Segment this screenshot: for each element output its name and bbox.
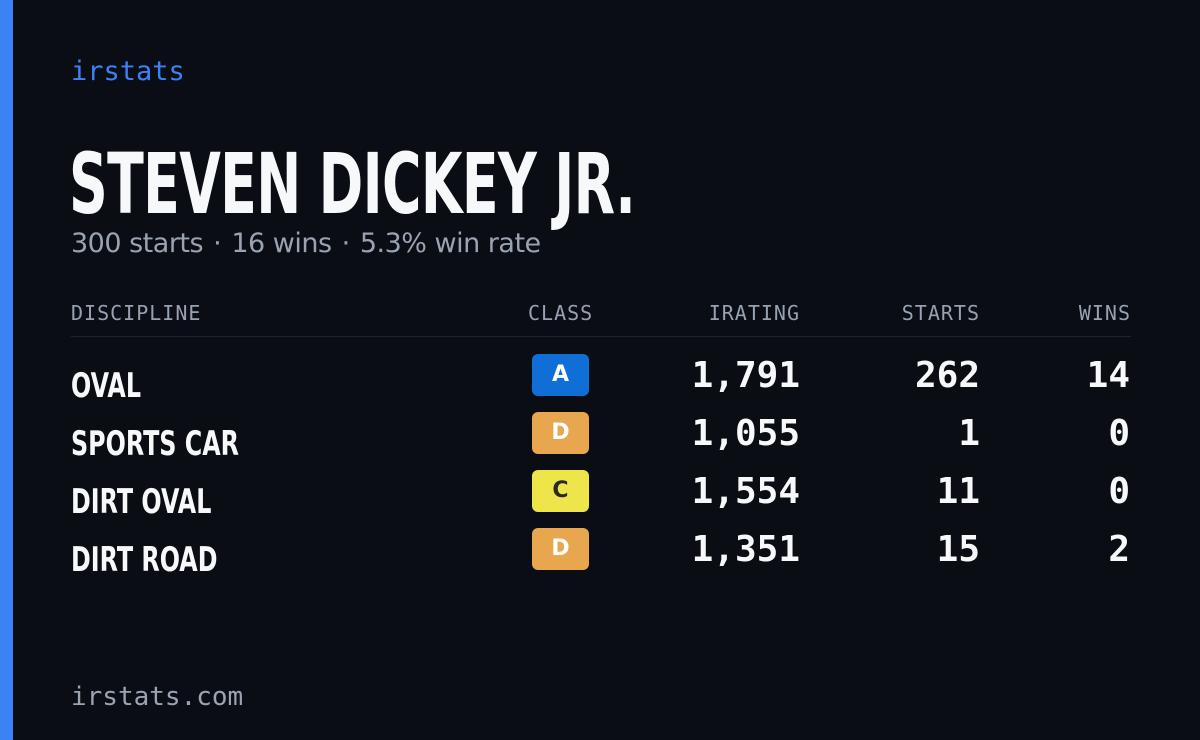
starts-value: 262 [914,355,980,396]
starts-value: 1 [958,413,980,454]
wins-value: 14 [1086,355,1130,396]
table-row: SPORTS CAR D 1,055 1 0 [71,412,1131,470]
irating-value: 1,055 [691,413,800,454]
license-class-badge: D [532,412,589,454]
brand-logo[interactable]: irstats [71,56,185,87]
discipline-name: DIRT ROAD [71,540,218,580]
license-class-badge: D [532,528,589,570]
footer-url[interactable]: irstats.com [71,682,244,712]
discipline-name: OVAL [71,366,141,406]
starts-value: 15 [936,529,980,570]
driver-summary: 300 starts · 16 wins · 5.3% win rate [71,228,541,259]
wins-value: 0 [1108,471,1130,512]
header-class: CLASS [528,301,594,325]
separator: · [213,228,222,259]
header-irating: IRATING [708,301,800,325]
wins-value: 0 [1108,413,1130,454]
driver-name: STEVEN DICKEY JR. [69,135,636,233]
header-wins: WINS [1078,301,1131,325]
license-class-badge: A [532,354,589,396]
table-row: DIRT ROAD D 1,351 15 2 [71,528,1131,586]
discipline-name: SPORTS CAR [71,424,239,464]
irating-value: 1,791 [691,355,800,396]
irating-value: 1,351 [691,529,800,570]
table-row: DIRT OVAL C 1,554 11 0 [71,470,1131,528]
irating-value: 1,554 [691,471,800,512]
header-divider [71,336,1131,337]
accent-bar [0,0,13,740]
header-discipline: DISCIPLINE [71,301,202,325]
starts-count: 300 starts [71,228,204,259]
header-starts: STARTS [901,301,980,325]
win-rate: 5.3% win rate [359,228,541,259]
license-class-badge: C [532,470,589,512]
starts-value: 11 [936,471,980,512]
wins-count: 16 wins [231,228,332,259]
separator: · [341,228,351,259]
wins-value: 2 [1108,529,1130,570]
table-row: OVAL A 1,791 262 14 [71,354,1131,412]
discipline-name: DIRT OVAL [71,482,212,522]
